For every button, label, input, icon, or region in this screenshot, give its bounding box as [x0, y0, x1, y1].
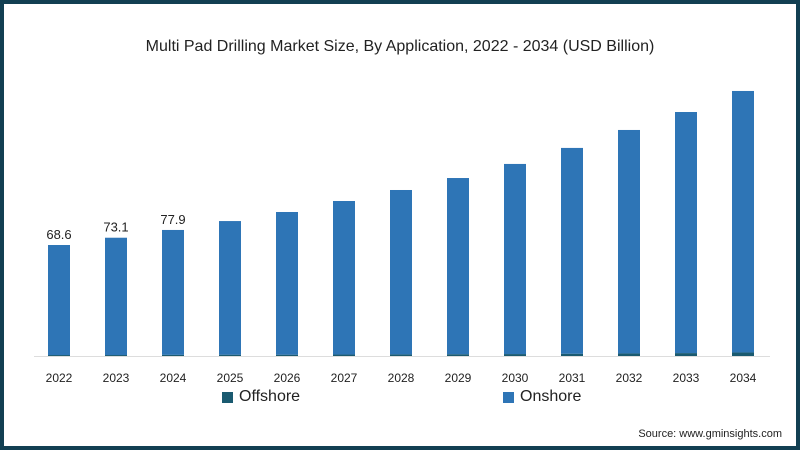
- data-label-2023: 73.1: [103, 220, 128, 235]
- bar-offshore-2024: [162, 354, 184, 356]
- bar-offshore-2032: [618, 353, 640, 356]
- bar-onshore-2031: [561, 147, 583, 354]
- bar-offshore-2033: [675, 353, 697, 356]
- x-tick-label-2023: 2023: [103, 371, 130, 385]
- data-label-2024: 77.9: [160, 212, 185, 227]
- bar-offshore-2029: [447, 354, 469, 356]
- x-tick-label-2028: 2028: [388, 371, 415, 385]
- bar-offshore-2028: [390, 354, 412, 356]
- chart-title: Multi Pad Drilling Market Size, By Appli…: [145, 38, 655, 55]
- legend-label-onshore: Onshore: [520, 388, 582, 405]
- bar-onshore-2022: [48, 245, 70, 356]
- bar-onshore-2025: [219, 221, 241, 355]
- x-tick-label-2029: 2029: [445, 371, 472, 385]
- bar-onshore-2023: [105, 237, 127, 356]
- bar-offshore-2026: [276, 354, 298, 356]
- x-tick-label-2032: 2032: [616, 371, 643, 385]
- x-tick-label-2031: 2031: [559, 371, 586, 385]
- bar-offshore-2023: [105, 355, 127, 356]
- bar-onshore-2032: [618, 129, 640, 354]
- x-tick-label-2024: 2024: [160, 371, 187, 385]
- x-tick-label-2027: 2027: [331, 371, 358, 385]
- bar-onshore-2030: [504, 163, 526, 355]
- x-tick-label-2033: 2033: [673, 371, 700, 385]
- source-note: Source: www.gminsights.com: [638, 428, 782, 440]
- bar-offshore-2034: [732, 352, 754, 356]
- bar-offshore-2027: [333, 354, 355, 356]
- bar-onshore-2028: [390, 189, 412, 355]
- legend-offshore: Offshore: [222, 388, 300, 406]
- bar-onshore-2026: [276, 211, 298, 355]
- x-tick-label-2025: 2025: [217, 371, 244, 385]
- legend-onshore: Onshore: [503, 388, 581, 406]
- bar-offshore-2030: [504, 354, 526, 356]
- bar-offshore-2025: [219, 354, 241, 356]
- x-tick-label-2026: 2026: [274, 371, 301, 385]
- x-tick-label-2022: 2022: [46, 371, 73, 385]
- legend-swatch-offshore: [222, 391, 233, 403]
- bar-onshore-2029: [447, 178, 469, 355]
- bar-onshore-2034: [732, 90, 754, 353]
- bar-onshore-2024: [162, 229, 184, 355]
- legend-label-offshore: Offshore: [239, 388, 301, 405]
- bar-offshore-2022: [48, 355, 70, 356]
- legend-swatch-onshore: [503, 391, 514, 403]
- x-tick-label-2030: 2030: [502, 371, 529, 385]
- bar-onshore-2033: [675, 112, 697, 354]
- bar-onshore-2027: [333, 200, 355, 355]
- data-label-2022: 68.6: [46, 227, 71, 242]
- x-tick-label-2034: 2034: [730, 371, 757, 385]
- bar-offshore-2031: [561, 353, 583, 356]
